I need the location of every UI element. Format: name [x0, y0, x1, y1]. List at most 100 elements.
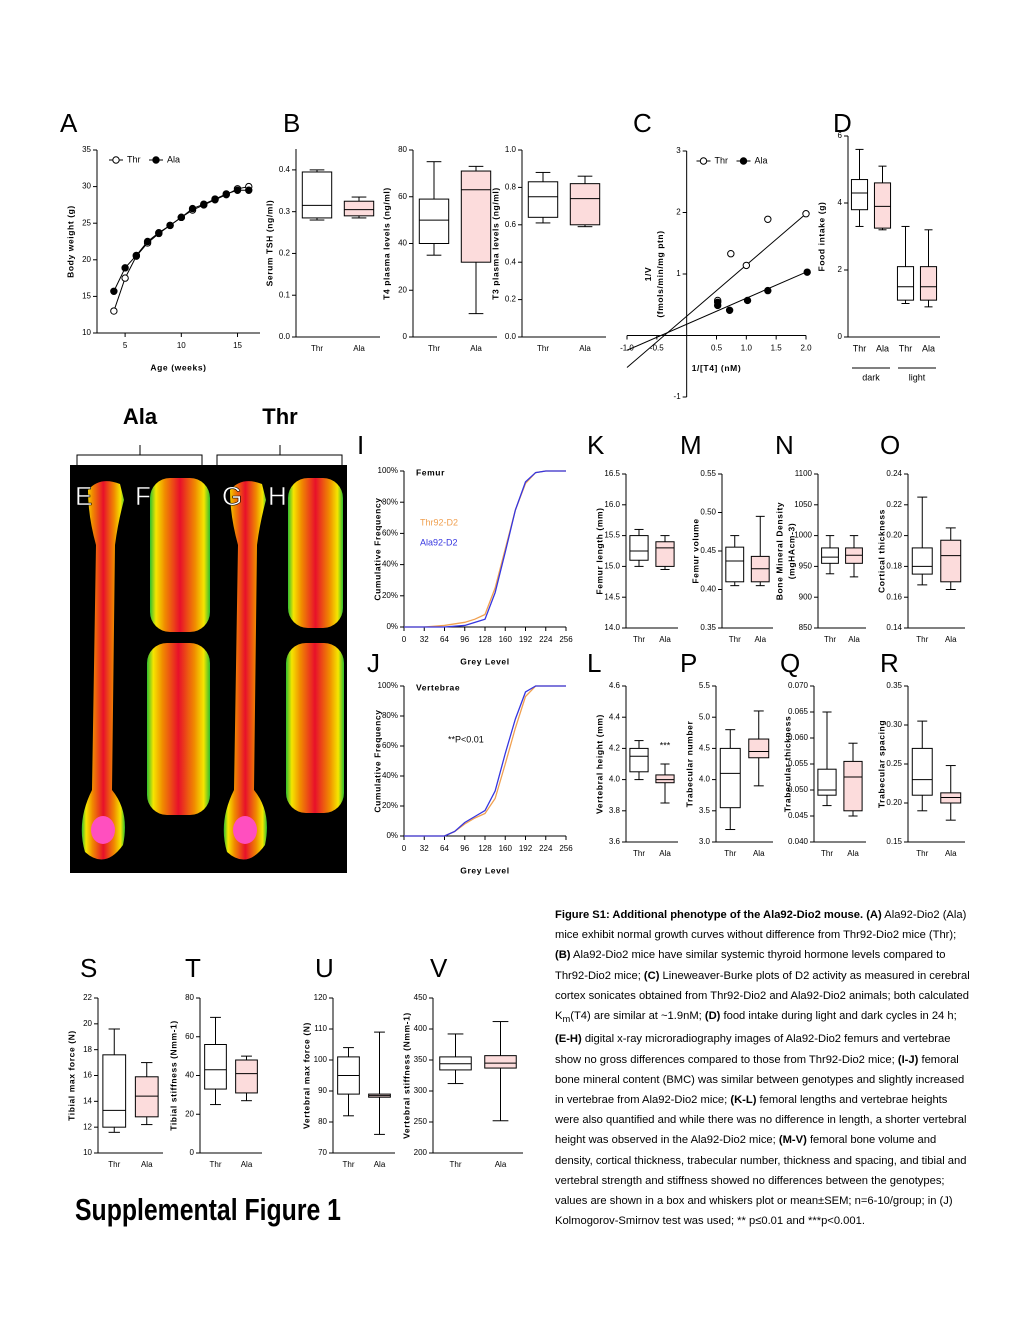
y-tick-label: 5.5: [699, 681, 711, 690]
y-tick-label: 60%: [382, 529, 398, 538]
y-tick-label: 3.8: [609, 806, 621, 815]
y-tick-label: 0.6: [505, 220, 517, 229]
y-axis-title: Trabecular spacing: [876, 720, 886, 808]
category-label: Thr: [899, 343, 913, 353]
point: [764, 286, 772, 295]
x-axis-title: Grey Level: [460, 865, 509, 875]
category-label: Ala: [374, 1160, 386, 1169]
y-axis-title: Vertebral height (mm): [594, 714, 604, 814]
y-axis-title: Trabecular number: [684, 721, 694, 808]
category-label: Ala: [847, 849, 859, 858]
femur-spot: [91, 816, 115, 844]
category-label: Thr: [724, 849, 736, 858]
x-axis-title: Grey Level: [460, 656, 509, 666]
chart-title: Femur: [416, 467, 445, 477]
y-tick-label: 100%: [378, 681, 398, 690]
y-tick-label: 0.20: [886, 531, 902, 540]
y-tick-label: 200: [414, 1148, 428, 1157]
point: [222, 190, 230, 198]
y-tick-label: 12: [83, 1122, 92, 1131]
y-tick-label: 0.040: [788, 837, 809, 846]
y-tick-label: 1.0: [505, 145, 517, 154]
caption-run: Figure S1: Additional phenotype of the A…: [555, 909, 882, 921]
series-line: [404, 685, 566, 837]
vertebra-image: [147, 643, 210, 815]
point: [743, 296, 752, 305]
box: [343, 200, 375, 217]
category-label: Ala: [353, 344, 365, 353]
y-tick-label: 3: [676, 146, 681, 155]
y-tick-label: 0.25: [886, 759, 902, 768]
y-tick-label: 1000: [794, 531, 812, 540]
y-tick-label: 60: [185, 1032, 194, 1041]
panel-label: O: [880, 430, 900, 460]
category-label: Thr: [450, 1160, 462, 1169]
y-tick-label: 0.35: [700, 623, 716, 632]
y-tick-label: 40: [398, 239, 407, 248]
category-label: Ala: [848, 635, 860, 644]
y-tick-label: 80: [398, 145, 407, 154]
category-label: Ala: [945, 849, 957, 858]
group-label: Ala: [123, 404, 158, 429]
x-tick-label: 1.5: [771, 344, 783, 353]
panel-label: P: [680, 648, 697, 678]
x-tick-label: 0: [402, 635, 407, 644]
y-tick-label: 1100: [795, 469, 813, 478]
category-label: Thr: [343, 1160, 355, 1169]
y-axis-title: Vertebral stiffness (Nmm-1): [401, 1012, 411, 1139]
caption-run: m: [562, 1014, 571, 1025]
panel-label: K: [587, 430, 605, 460]
y-tick-label: 0.16: [886, 592, 902, 601]
y-axis-title: Cumulative Frequency: [372, 709, 382, 812]
caption-run: Lineweaver-Burke plots of D2 activity as…: [555, 969, 970, 1023]
y-tick-label: 0: [838, 332, 843, 341]
y-tick-label: 80: [318, 1117, 327, 1126]
category-label: Ala: [876, 343, 889, 353]
y-tick-label: 110: [314, 1024, 327, 1033]
point: [110, 307, 118, 315]
chart-title: Vertebrae: [416, 682, 460, 692]
box: [527, 181, 559, 218]
caption-run: (D): [704, 1010, 721, 1023]
category-label: Ala: [753, 849, 765, 858]
y-axis-title: Bone Mineral Density: [774, 502, 784, 600]
x-tick-label: 5: [123, 341, 128, 350]
y-axis-title: 1/V: [643, 267, 653, 282]
point: [727, 250, 735, 258]
y-tick-label: 4.2: [609, 744, 621, 753]
x-axis-title: 1/[T4] (nM): [692, 363, 742, 373]
legend-marker: [739, 157, 748, 165]
y-tick-label: 4.0: [609, 775, 621, 784]
category-label: Thr: [916, 849, 928, 858]
figure-caption: Figure S1: Additional phenotype of the A…: [555, 905, 970, 1231]
y-tick-label: 4: [838, 198, 843, 207]
legend-marker: [112, 156, 120, 164]
category-label: Ala: [659, 635, 671, 644]
category-label: Ala: [922, 343, 935, 353]
x-tick-label: -0.5: [650, 344, 664, 353]
bracket: [216, 445, 343, 465]
category-label: Ala: [659, 849, 671, 858]
y-tick-label: 1: [676, 269, 681, 278]
panel-label: B: [283, 108, 300, 138]
y-tick-label: 3.0: [699, 837, 711, 846]
category-label: Ala: [754, 635, 766, 644]
x-tick-label: 128: [478, 844, 492, 853]
box: [629, 747, 649, 773]
y-tick-label: 16: [83, 1071, 92, 1080]
box: [748, 738, 770, 759]
panel-label: L: [587, 648, 601, 678]
panel-label: A: [60, 108, 78, 138]
series-line: [113, 186, 249, 312]
x-tick-label: 224: [539, 844, 553, 853]
point: [132, 251, 141, 260]
xray-panel: Ala Thr E F G H: [70, 404, 347, 873]
box: [418, 198, 450, 244]
y-tick-label: 4.4: [609, 712, 621, 721]
box: [911, 547, 933, 575]
box: [919, 266, 938, 301]
panel-label: J: [367, 648, 380, 678]
panel-label: V: [430, 953, 448, 983]
x-tick-label: 128: [478, 635, 492, 644]
box: [629, 535, 649, 561]
